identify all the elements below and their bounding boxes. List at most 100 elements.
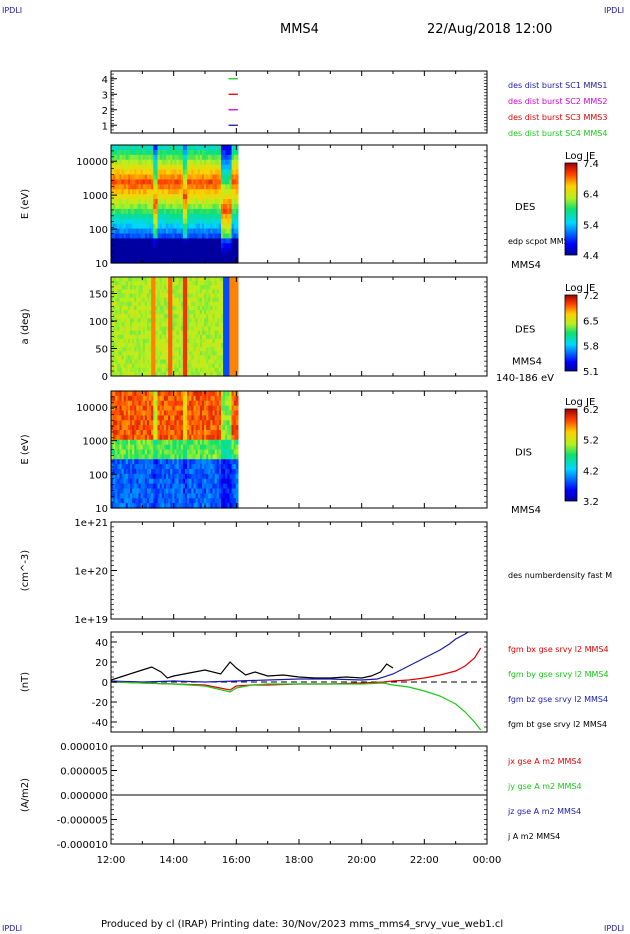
heatmap-cell: [142, 420, 146, 426]
heatmap-cell: [204, 498, 207, 504]
heatmap-cell: [218, 281, 222, 286]
heatmap-cell: [113, 213, 116, 220]
heatmap-cell: [208, 355, 212, 361]
heatmap-cell: [119, 488, 123, 494]
heatmap-cell: [172, 493, 176, 499]
heatmap-cell: [153, 184, 157, 190]
heatmap-cell: [187, 343, 190, 348]
heatmap-cell: [157, 149, 161, 156]
heatmap-cell: [206, 145, 209, 151]
heatmap-cell: [206, 391, 209, 397]
heatmap-cell: [157, 248, 161, 254]
heatmap-cell: [197, 400, 201, 407]
heatmap-cell: [142, 338, 146, 344]
heatmap-cell: [231, 149, 235, 156]
heatmap-cell: [111, 473, 114, 480]
heatmap-cell: [197, 347, 201, 352]
heatmap-cell: [176, 208, 180, 215]
heatmap-cell: [216, 289, 220, 295]
heatmap-cell: [170, 367, 173, 373]
heatmap-cell: [231, 338, 235, 344]
heatmap-cell: [121, 420, 125, 426]
heatmap-cell: [127, 289, 131, 295]
heatmap-cell: [182, 145, 186, 151]
heatmap-cell: [115, 305, 118, 311]
heatmap-cell: [199, 330, 203, 336]
heatmap-cell: [182, 243, 186, 249]
heatmap-cell: [159, 164, 163, 171]
heatmap-cell: [157, 184, 161, 190]
heatmap-cell: [134, 430, 137, 436]
heatmap-cell: [187, 347, 190, 352]
heatmap-cell: [170, 179, 173, 185]
heatmap-cell: [204, 430, 207, 436]
heatmap-cell: [201, 326, 205, 332]
heatmap-cell: [159, 169, 163, 176]
heatmap-cell: [121, 228, 125, 235]
heatmap-cell: [149, 444, 152, 451]
heatmap-cell: [214, 334, 218, 340]
heatmap-cell: [229, 415, 233, 421]
heatmap-cell: [185, 439, 188, 446]
heatmap-cell: [197, 326, 201, 332]
heatmap-cell: [212, 430, 216, 436]
heatmap-cell: [189, 318, 192, 323]
heatmap-cell: [233, 218, 237, 225]
heatmap-cell: [157, 285, 161, 290]
heatmap-cell: [123, 355, 127, 361]
heatmap-cell: [182, 363, 186, 369]
heatmap-cell: [142, 322, 146, 328]
heatmap-cell: [119, 478, 123, 485]
corner-label-top-left: IPDLI: [2, 6, 23, 15]
heatmap-cell: [153, 473, 157, 480]
heatmap-cell: [119, 454, 123, 460]
heatmap-cell: [191, 289, 195, 295]
heatmap-cell: [182, 359, 186, 365]
heatmap-cell: [113, 297, 116, 303]
heatmap-cell: [140, 449, 144, 455]
heatmap-cell: [170, 293, 173, 299]
heatmap-cell: [178, 434, 182, 441]
heatmap-cell: [227, 355, 231, 361]
heatmap-cell: [201, 483, 205, 490]
heatmap-cell: [140, 322, 144, 328]
heatmap-cell: [144, 420, 148, 426]
heatmap-cell: [146, 400, 150, 407]
heatmap-cell: [185, 277, 188, 282]
heatmap-cell: [134, 159, 137, 166]
heatmap-cell: [149, 243, 152, 249]
heatmap-cell: [197, 258, 201, 264]
heatmap-cell: [191, 420, 195, 426]
heatmap-cell: [144, 258, 148, 264]
heatmap-cell: [168, 281, 171, 286]
heatmap-cell: [223, 469, 226, 475]
heatmap-cell: [227, 493, 231, 499]
heatmap-cell: [123, 204, 127, 210]
heatmap-cell: [157, 233, 161, 240]
heatmap-cell: [225, 439, 228, 446]
heatmap-cell: [225, 285, 228, 290]
heatmap-cell: [170, 359, 173, 365]
heatmap-cell: [144, 174, 148, 181]
heatmap-cell: [113, 243, 116, 249]
heatmap-cell: [157, 449, 161, 455]
heatmap-cell: [123, 179, 127, 185]
heatmap-cell: [176, 410, 180, 416]
heatmap-cell: [216, 179, 220, 185]
heatmap-cell: [111, 415, 114, 421]
heatmap-cell: [189, 174, 192, 181]
heatmap-cell: [197, 355, 201, 361]
heatmap-cell: [113, 293, 116, 299]
heatmap-cell: [117, 253, 121, 259]
heatmap-cell: [208, 149, 212, 156]
heatmap-cell: [231, 293, 235, 299]
heatmap-cell: [153, 405, 157, 412]
heatmap-cell: [142, 145, 146, 151]
heatmap-cell: [223, 228, 226, 235]
heatmap-cell: [117, 395, 121, 402]
heatmap-cell: [220, 159, 224, 166]
heatmap-cell: [231, 425, 235, 431]
heatmap-cell: [153, 179, 157, 185]
heatmap-cell: [180, 159, 184, 166]
heatmap-cell: [212, 420, 216, 426]
